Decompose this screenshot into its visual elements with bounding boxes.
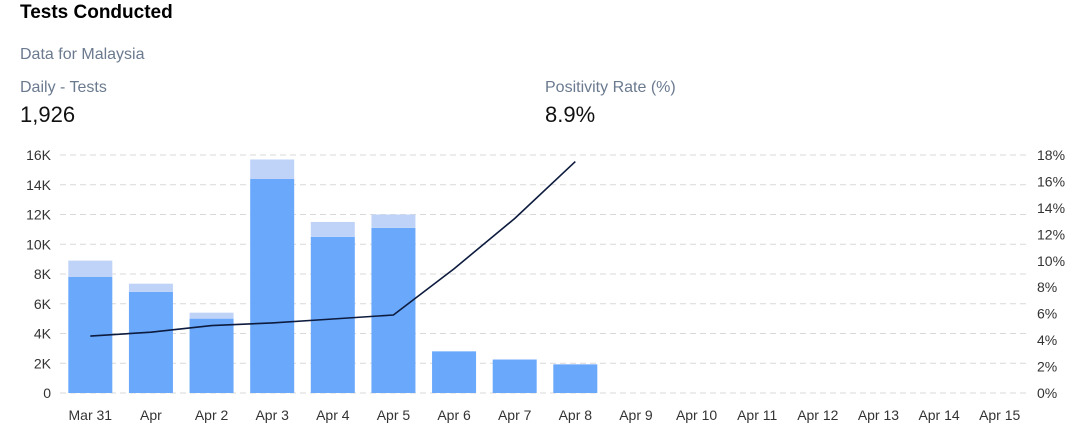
y-right-tick-label: 14% <box>1037 200 1065 216</box>
daily-tests-value: 1,926 <box>20 102 76 127</box>
bar <box>492 359 537 393</box>
bar <box>128 291 173 393</box>
bar-segment <box>371 214 416 228</box>
y-left-tick-label: 14K <box>26 177 52 193</box>
x-tick-label: Apr 5 <box>377 407 411 423</box>
positivity-rate-label: Positivity Rate (%) <box>545 79 676 96</box>
x-tick-label: Apr 13 <box>858 407 899 423</box>
bar-segment <box>128 283 173 292</box>
bar-segment <box>250 159 295 179</box>
positivity-line <box>90 161 576 337</box>
x-tick-label: Mar 31 <box>69 407 113 423</box>
y-left-tick-label: 2K <box>34 355 52 371</box>
y-right-tick-label: 0% <box>1037 385 1057 401</box>
bar <box>432 351 477 393</box>
y-right-tick-label: 8% <box>1037 279 1057 295</box>
positivity-rate-value: 8.9% <box>545 102 596 127</box>
x-tick-label: Apr 3 <box>255 407 289 423</box>
x-tick-label: Apr 7 <box>498 407 532 423</box>
positivity-rate-line <box>90 161 576 337</box>
bar-segment <box>189 312 234 319</box>
y-left-tick-label: 10K <box>26 236 52 252</box>
y-right-tick-label: 12% <box>1037 226 1065 242</box>
chart-title: Tests Conducted <box>20 2 173 23</box>
x-tick-label: Apr 9 <box>619 407 653 423</box>
x-tick-label: Apr 15 <box>979 407 1020 423</box>
bar <box>553 364 598 393</box>
x-tick-label: Apr 12 <box>797 407 838 423</box>
x-tick-label: Apr 6 <box>437 407 471 423</box>
y-left-tick-label: 0 <box>43 385 51 401</box>
axes: 0 2K 4K 6K 8K 10K 12K 14K 16K 0% 2% 4% 6% 8% 10% 12% 14%… <box>26 147 1065 423</box>
daily-tests-label: Daily - Tests <box>20 79 107 96</box>
bar-segment <box>68 260 113 277</box>
x-tick-label: Apr 2 <box>195 407 229 423</box>
chart-subtitle: Data for Malaysia <box>20 46 145 63</box>
y-left-tick-label: 8K <box>34 266 52 282</box>
x-tick-label: Apr 8 <box>559 407 593 423</box>
y-left-tick-label: 6K <box>34 296 52 312</box>
bars <box>68 159 598 393</box>
bar <box>371 227 416 393</box>
y-right-tick-label: 2% <box>1037 359 1057 375</box>
y-right-tick-label: 6% <box>1037 306 1057 322</box>
y-left-tick-label: 12K <box>26 207 52 223</box>
y-right-tick-label: 18% <box>1037 147 1065 163</box>
x-tick-label: Apr 10 <box>676 407 717 423</box>
y-left-tick-label: 4K <box>34 326 52 342</box>
bar <box>250 178 295 393</box>
bar <box>189 318 234 393</box>
y-left-tick-label: 16K <box>26 147 52 163</box>
x-tick-label: Apr 14 <box>918 407 959 423</box>
y-right-tick-label: 10% <box>1037 253 1065 269</box>
x-tick-label: Apr <box>140 407 162 423</box>
y-right-tick-label: 4% <box>1037 332 1057 348</box>
bar <box>310 236 355 393</box>
x-tick-label: Apr 4 <box>316 407 350 423</box>
y-right-tick-label: 16% <box>1037 173 1065 189</box>
x-tick-label: Apr 11 <box>737 407 777 423</box>
bar-segment <box>310 221 355 237</box>
